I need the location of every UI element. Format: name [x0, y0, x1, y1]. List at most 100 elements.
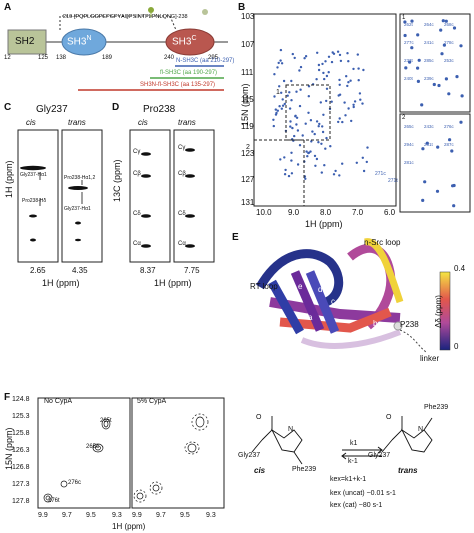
- hsqc-peak: [357, 67, 360, 70]
- d-xval-1: 7.75: [184, 266, 200, 275]
- hsqc-peak: [295, 90, 298, 93]
- zoom-box-2: [253, 139, 305, 207]
- c-ann-2: Pro238-Hα1,2: [64, 175, 96, 181]
- inset-peak: [435, 189, 440, 193]
- hsqc-peak: [314, 164, 317, 167]
- hsqc-peak: [315, 78, 318, 81]
- hsqc-peak: [289, 120, 292, 123]
- f-xtick-r2: 9.5: [180, 512, 190, 519]
- hsqc-peak: [313, 154, 317, 158]
- inset-peak: [421, 147, 425, 151]
- hsqc-peak: [362, 68, 365, 72]
- peak-271t: 271t: [388, 178, 398, 184]
- hsqc-peak: [338, 53, 342, 57]
- pos-138: 138: [56, 55, 67, 61]
- c-strips: [17, 129, 103, 263]
- b-ytick-6: 127: [241, 175, 255, 184]
- linker-sequence: 210-[PQPLGGPEPGPYAQPSINTPLPNLQNG]-238: [63, 14, 188, 20]
- hsqc-peak: [366, 146, 369, 149]
- inset-peak: [440, 52, 444, 56]
- d-atom-cis-2: Cδ: [133, 211, 141, 217]
- f-xtick-l0: 9.9: [38, 512, 48, 519]
- hsqc-peak: [322, 113, 325, 117]
- sh3n-domain: [61, 28, 107, 56]
- hsqc-peak: [290, 99, 293, 102]
- hsqc-peak: [346, 84, 349, 88]
- f-peak-265t: 265t: [100, 418, 112, 424]
- scheme-cis: cis: [254, 466, 266, 475]
- hsqc-peak: [338, 93, 342, 96]
- inset-peak: [459, 120, 463, 124]
- inset-label-1: 1: [402, 15, 406, 21]
- hsqc-peak: [338, 174, 341, 177]
- hsqc-peak: [330, 100, 333, 103]
- b-ytick-7: 131: [241, 198, 255, 207]
- hsqc-peak: [307, 151, 311, 154]
- f-peak-265c: 265c: [86, 444, 100, 450]
- hsqc-peak: [352, 103, 355, 107]
- scheme-o-left: O: [256, 414, 262, 421]
- hsqc-peak: [311, 130, 314, 133]
- f-left-frame: [37, 397, 131, 509]
- hsqc-peak: [338, 83, 341, 87]
- hsqc-peak: [273, 73, 276, 76]
- hsqc-peak: [290, 151, 293, 154]
- hsqc-peak: [280, 107, 283, 110]
- f-xtick-r3: 9.3: [206, 512, 216, 519]
- inset-peak: [421, 198, 425, 202]
- phospho-marker: [148, 7, 154, 13]
- inset2-peak-label: 281c: [404, 160, 414, 165]
- pos-240: 240: [164, 55, 175, 61]
- inset-peak: [444, 19, 448, 23]
- inset-peak: [408, 60, 412, 64]
- c-cis: cis: [26, 118, 36, 127]
- inset-peak: [459, 44, 463, 48]
- hsqc-peak: [347, 107, 350, 110]
- strand-label-c: c: [331, 297, 335, 306]
- hsqc-peak: [317, 63, 321, 67]
- f-right-title: 5% CypA: [137, 398, 167, 405]
- construct-2: fl-SH3C (aa 190-297): [160, 70, 218, 76]
- f-ytick-2: 125.8: [12, 430, 30, 437]
- inset-peak: [404, 66, 408, 70]
- inset-peak: [441, 19, 445, 23]
- f-ytick-0: 124.8: [12, 396, 30, 403]
- b-ytick-5: 123: [241, 149, 255, 158]
- f-ytick-5: 127.3: [12, 481, 30, 488]
- f-xlabel: 1H (ppm): [112, 522, 146, 531]
- inset-1: [399, 13, 471, 113]
- hsqc-peak: [276, 109, 279, 112]
- hsqc-peak: [358, 92, 362, 95]
- d-atom-cis-1: Cβ: [133, 171, 141, 177]
- hsqc-peak: [294, 115, 297, 118]
- inset-peak: [417, 58, 421, 62]
- hsqc-peak: [313, 132, 316, 136]
- strand-label-e: e: [298, 282, 303, 291]
- inset-peak: [416, 33, 420, 37]
- hsqc-peak: [356, 53, 359, 56]
- hsqc-peak: [291, 126, 294, 130]
- hsqc-peak: [322, 71, 325, 75]
- hsqc-peak: [317, 68, 321, 72]
- hsqc-peak: [329, 145, 332, 148]
- d-atom-trans-0: Cγ: [178, 145, 186, 151]
- b-xtick-1: 9.0: [288, 208, 300, 217]
- hsqc-peak: [291, 52, 294, 56]
- c-trans: trans: [68, 118, 86, 127]
- hsqc-peak: [281, 98, 284, 101]
- inset-peak: [410, 46, 414, 50]
- hsqc-peak: [293, 134, 296, 138]
- f-ytick-1: 125.3: [12, 413, 30, 420]
- hsqc-peak: [288, 107, 292, 110]
- b-xtick-3: 7.0: [352, 208, 364, 217]
- inset-peak: [448, 138, 452, 142]
- inset2-peak-label: 294c: [404, 142, 414, 147]
- d-atom-cis-0: Cγ: [133, 149, 141, 155]
- pos-295: 295: [208, 55, 219, 61]
- scheme-phe-left: Phe239: [292, 466, 317, 473]
- scheme-cat: kex (cat) ~80 s-1: [330, 502, 383, 509]
- pro-marker: [202, 9, 208, 15]
- peak-271c: 271c: [375, 171, 386, 177]
- c-ann-3: Gly237-Hα1: [64, 206, 91, 212]
- d-atom-trans-3: Cα: [178, 241, 186, 247]
